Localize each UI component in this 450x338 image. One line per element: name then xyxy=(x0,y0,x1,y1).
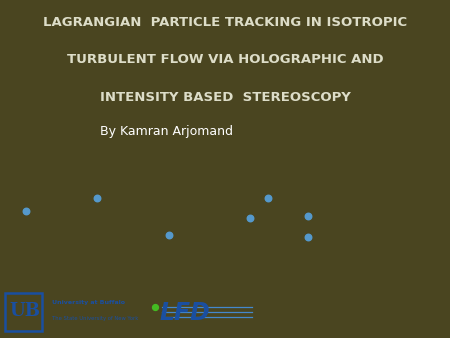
Text: LFD: LFD xyxy=(160,301,211,325)
Point xyxy=(246,215,253,221)
Text: By Kamran Arjomand: By Kamran Arjomand xyxy=(100,125,233,138)
Point xyxy=(93,195,100,200)
Point xyxy=(152,304,159,309)
Point xyxy=(305,234,312,239)
Point xyxy=(22,209,30,214)
Text: TURBULENT FLOW VIA HOLOGRAPHIC AND: TURBULENT FLOW VIA HOLOGRAPHIC AND xyxy=(67,53,383,67)
Point xyxy=(305,214,312,219)
Point xyxy=(264,195,271,200)
Point xyxy=(165,232,172,238)
Text: UB: UB xyxy=(9,302,40,320)
Text: The State University of New York: The State University of New York xyxy=(52,316,138,320)
Text: LAGRANGIAN  PARTICLE TRACKING IN ISOTROPIC: LAGRANGIAN PARTICLE TRACKING IN ISOTROPI… xyxy=(43,16,407,29)
Text: University at Buffalo: University at Buffalo xyxy=(52,300,125,305)
Text: INTENSITY BASED  STEREOSCOPY: INTENSITY BASED STEREOSCOPY xyxy=(99,91,351,104)
